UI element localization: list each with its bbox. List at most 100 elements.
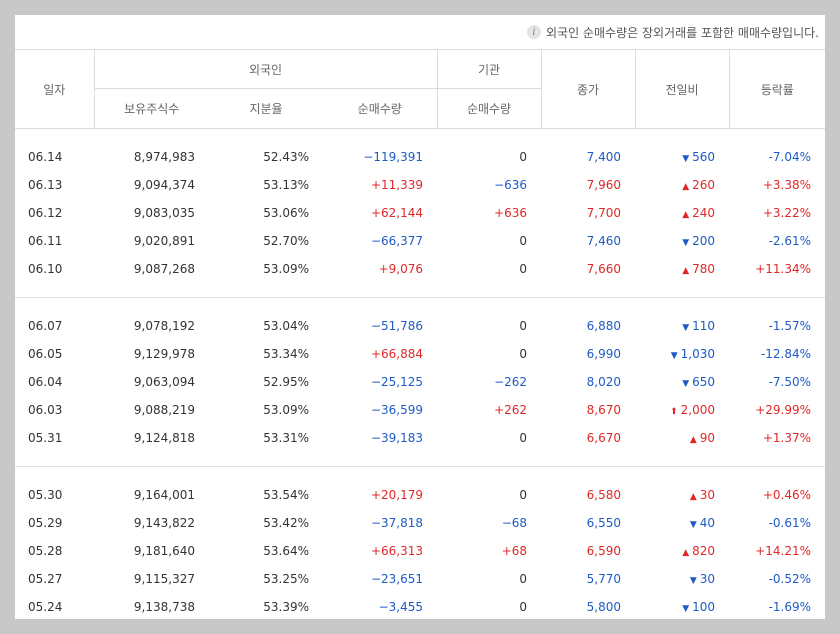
change-cell: ▼ 40 — [635, 509, 729, 537]
up-triangle-icon: ▲ — [682, 182, 690, 192]
change-cell: ▼ 30 — [635, 565, 729, 593]
change-value: 2,000 — [680, 403, 716, 417]
group-spacer — [15, 298, 825, 313]
change-cell: ▼ 560 — [635, 143, 729, 171]
close-cell: 7,460 — [586, 234, 622, 248]
rate-cell: +3.22% — [762, 206, 812, 220]
share-ratio-cell: 53.06% — [263, 206, 309, 220]
col-shares-held: 보유주식수 — [94, 88, 209, 129]
date-cell: 06.04 — [28, 375, 63, 389]
shares-held-cell: 9,063,094 — [133, 375, 195, 389]
col-date: 일자 — [15, 50, 95, 129]
shares-held-cell: 9,164,001 — [133, 488, 195, 502]
foreign-net-cell: +66,884 — [370, 347, 424, 361]
rate-cell: +14.21% — [755, 544, 812, 558]
shares-held-cell: 9,181,640 — [133, 544, 195, 558]
down-triangle-icon: ▼ — [689, 576, 697, 586]
change-value: 30 — [699, 488, 716, 502]
inst-net-cell: 0 — [519, 572, 528, 586]
up-triangle-icon: ▲ — [682, 210, 690, 220]
shares-held-cell: 9,138,738 — [133, 600, 195, 614]
table-row: 05.28 9,181,640 53.64% +66,313 +68 6,590 ▲ 820 +… — [15, 537, 825, 565]
date-cell: 06.14 — [28, 150, 63, 164]
rate-cell: -7.04% — [768, 150, 812, 164]
inst-net-cell: 0 — [519, 319, 528, 333]
foreign-net-cell: −36,599 — [370, 403, 424, 417]
inst-net-cell: −68 — [501, 516, 528, 530]
col-group-institution: 기관 — [437, 50, 542, 89]
up-triangle-icon: ▲ — [689, 435, 697, 445]
rate-cell: +0.46% — [762, 488, 812, 502]
change-value: 100 — [692, 600, 716, 614]
foreign-net-cell: −23,651 — [370, 572, 424, 586]
notice-bar: i 외국인 순매수량은 장외거래를 포함한 매매수량입니다. — [15, 15, 825, 50]
shares-held-cell: 9,020,891 — [133, 234, 195, 248]
info-icon[interactable]: i — [527, 25, 541, 39]
table-row: 06.11 9,020,891 52.70% −66,377 0 7,460 ▼ 200 -2.… — [15, 227, 825, 255]
close-cell: 6,670 — [586, 431, 622, 445]
down-triangle-icon: ▼ — [682, 154, 690, 164]
close-cell: 5,770 — [586, 572, 622, 586]
close-cell: 8,020 — [586, 375, 622, 389]
date-cell: 05.28 — [28, 544, 63, 558]
close-cell: 8,670 — [586, 403, 622, 417]
change-cell: ▲ 30 — [635, 481, 729, 509]
table-row: 06.04 9,063,094 52.95% −25,125 −262 8,020 ▼ 650… — [15, 368, 825, 396]
share-ratio-cell: 53.39% — [263, 600, 309, 614]
change-value: 200 — [692, 234, 716, 248]
up-triangle-icon: ▲ — [682, 266, 690, 276]
group-divider — [15, 283, 826, 298]
inst-net-cell: 0 — [519, 262, 528, 276]
close-cell: 6,880 — [586, 319, 622, 333]
foreign-net-cell: −37,818 — [370, 516, 424, 530]
shares-held-cell: 9,129,978 — [133, 347, 195, 361]
share-ratio-cell: 52.95% — [263, 375, 309, 389]
shares-held-cell: 9,115,327 — [133, 572, 195, 586]
investor-trend-panel: i 외국인 순매수량은 장외거래를 포함한 매매수량입니다. 일자 외국인 기관… — [15, 15, 826, 622]
change-cell: ⬆ 2,000 — [635, 396, 729, 424]
change-cell: ▼ 1,030 — [635, 340, 729, 368]
share-ratio-cell: 53.42% — [263, 516, 309, 530]
foreign-net-cell: −119,391 — [363, 150, 424, 164]
down-triangle-icon: ▼ — [682, 604, 690, 614]
change-value: 30 — [699, 572, 716, 586]
down-triangle-icon: ▼ — [682, 238, 690, 248]
date-cell: 05.29 — [28, 516, 63, 530]
table-body: 06.14 8,974,983 52.43% −119,391 0 7,400 ▼ 560 -7… — [15, 129, 826, 622]
date-cell: 05.31 — [28, 431, 63, 445]
date-cell: 06.03 — [28, 403, 63, 417]
foreign-net-cell: +11,339 — [370, 178, 424, 192]
rate-cell: +29.99% — [755, 403, 812, 417]
inst-net-cell: +636 — [494, 206, 528, 220]
date-cell: 05.24 — [28, 600, 63, 614]
col-change: 전일비 — [635, 50, 730, 129]
inst-net-cell: +262 — [494, 403, 528, 417]
change-value: 780 — [692, 262, 716, 276]
shares-held-cell: 9,143,822 — [133, 516, 195, 530]
change-value: 560 — [692, 150, 716, 164]
down-triangle-icon: ▼ — [670, 351, 678, 361]
up-triangle-icon: ▲ — [682, 548, 690, 558]
shares-held-cell: 9,088,219 — [133, 403, 195, 417]
share-ratio-cell: 53.54% — [263, 488, 309, 502]
group-spacer — [15, 467, 825, 482]
change-value: 650 — [692, 375, 716, 389]
date-cell: 06.10 — [28, 262, 63, 276]
change-cell: ▲ 820 — [635, 537, 729, 565]
change-cell: ▲ 240 — [635, 199, 729, 227]
notice-text: 외국인 순매수량은 장외거래를 포함한 매매수량입니다. — [546, 25, 819, 40]
inst-net-cell: 0 — [519, 600, 528, 614]
rate-cell: +3.38% — [762, 178, 812, 192]
rate-cell: -0.61% — [768, 516, 812, 530]
foreign-net-cell: +9,076 — [378, 262, 424, 276]
share-ratio-cell: 53.64% — [263, 544, 309, 558]
share-ratio-cell: 53.09% — [263, 403, 309, 417]
foreign-net-cell: −66,377 — [370, 234, 424, 248]
down-triangle-icon: ▼ — [689, 520, 697, 530]
inst-net-cell: 0 — [519, 347, 528, 361]
table-row: 05.30 9,164,001 53.54% +20,179 0 6,580 ▲ 30 +0.4… — [15, 481, 825, 509]
change-cell: ▼ 200 — [635, 227, 729, 255]
table-row: 05.31 9,124,818 53.31% −39,183 0 6,670 ▲ 90 +1.3… — [15, 424, 825, 452]
change-value: 1,030 — [680, 347, 716, 361]
date-cell: 06.07 — [28, 319, 63, 333]
